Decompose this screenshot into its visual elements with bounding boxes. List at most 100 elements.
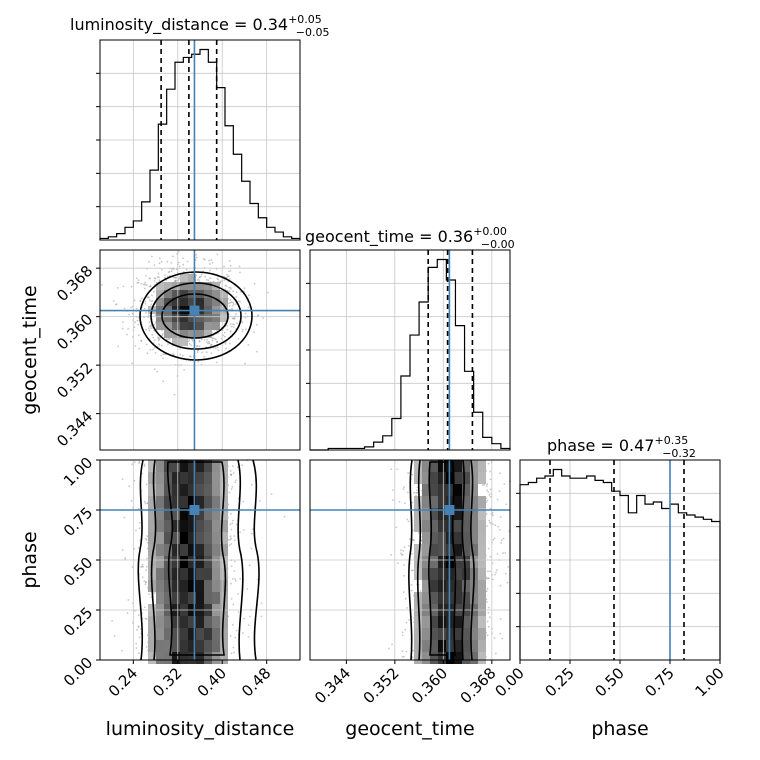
scatter-point <box>140 282 143 285</box>
density-cell <box>454 460 462 472</box>
scatter-point <box>489 521 491 524</box>
scatter-point <box>233 539 236 542</box>
scatter-point <box>502 552 504 555</box>
scatter-point <box>154 277 157 280</box>
axes-frame-geocent-time-vs-luminosity-distance <box>99 249 301 451</box>
density-cell <box>172 544 180 556</box>
scatter-point <box>413 491 416 494</box>
density-cell <box>478 628 486 640</box>
scatter-point <box>162 380 165 383</box>
scatter-point <box>212 337 215 340</box>
density-cell <box>220 314 228 322</box>
scatter-point <box>228 270 230 273</box>
density-cell <box>172 532 180 544</box>
density-cell <box>164 520 172 532</box>
scatter-point <box>253 282 256 285</box>
scatter-point <box>398 501 401 503</box>
density-cell <box>212 298 220 306</box>
scatter-point <box>173 393 176 396</box>
scatter-point <box>230 565 233 567</box>
scatter-point <box>130 500 133 502</box>
density-cell <box>156 616 164 628</box>
xtick-label: 0.40 <box>194 664 230 700</box>
density-cell <box>180 314 188 322</box>
scatter-point <box>144 502 147 505</box>
scatter-point <box>224 331 226 334</box>
scatter-point <box>136 628 139 631</box>
scatter-point <box>175 276 178 279</box>
scatter-point <box>236 466 239 469</box>
scatter-point <box>486 499 489 502</box>
density-cell <box>204 472 212 484</box>
density-cell <box>204 652 212 664</box>
density-cell <box>422 628 430 640</box>
scatter-point <box>238 265 241 268</box>
scatter-point <box>150 300 153 303</box>
scatter-point <box>197 360 200 363</box>
scatter-point <box>497 525 500 528</box>
density-cell <box>188 282 196 290</box>
scatter-point <box>241 632 244 634</box>
scatter-point <box>232 290 235 293</box>
scatter-point <box>489 570 492 573</box>
scatter-point <box>144 287 146 290</box>
scatter-point <box>229 323 232 326</box>
scatter-point <box>117 345 120 348</box>
density-cell <box>164 322 172 330</box>
scatter-point <box>232 317 235 320</box>
density-cell <box>196 330 204 338</box>
density-cell <box>454 520 462 532</box>
scatter-point <box>145 618 148 620</box>
yticks-luminosity-distance-histogram <box>96 72 100 208</box>
density-cell <box>470 472 478 484</box>
scatter-point <box>411 552 413 555</box>
density-cell <box>212 628 220 640</box>
scatter-point <box>210 352 213 355</box>
density-cell <box>204 568 212 580</box>
scatter-point <box>232 465 234 468</box>
scatter-point <box>216 346 219 348</box>
scatter-point <box>230 543 233 545</box>
scatter-point <box>244 312 247 315</box>
scatter-point <box>198 345 201 348</box>
scatter-point <box>483 483 486 486</box>
density-cell <box>164 282 172 290</box>
scatter-point <box>410 589 413 592</box>
scatter-point <box>403 546 406 548</box>
scatter-point <box>485 590 488 593</box>
density-cell <box>414 460 422 472</box>
scatter-point <box>203 355 206 358</box>
title-lower-error-luminosity-distance: −0.05 <box>296 26 330 39</box>
scatter-point <box>164 274 166 276</box>
scatter-point <box>403 564 405 566</box>
scatter-point <box>130 306 132 309</box>
scatter-point <box>494 652 497 655</box>
scatter-point <box>507 566 510 568</box>
scatter-point <box>229 470 232 472</box>
density-cell <box>172 298 180 306</box>
density-cell <box>196 532 204 544</box>
xtick-label: 1.00 <box>691 664 727 700</box>
density-cell <box>414 472 422 484</box>
scatter-point <box>178 276 181 278</box>
scatter-point <box>248 564 251 567</box>
scatter-point <box>499 472 501 475</box>
density-cell <box>204 532 212 544</box>
density-cell <box>188 314 196 322</box>
density-cell <box>156 484 164 496</box>
scatter-point <box>151 333 154 336</box>
scatter-point <box>219 280 222 283</box>
density-cell <box>438 556 446 568</box>
histogram-luminosity-distance <box>99 48 301 240</box>
scatter-point <box>216 277 219 280</box>
scatter-point <box>235 479 237 482</box>
scatter-point <box>145 311 147 314</box>
scatter-point <box>179 348 182 350</box>
density-cell <box>180 274 188 282</box>
xtick-label: 0.25 <box>541 664 577 700</box>
scatter-point <box>411 473 414 476</box>
density-cell <box>204 298 212 306</box>
scatter-point <box>505 503 508 506</box>
scatter-point <box>143 463 146 466</box>
ytick-label: 1.00 <box>60 454 96 490</box>
